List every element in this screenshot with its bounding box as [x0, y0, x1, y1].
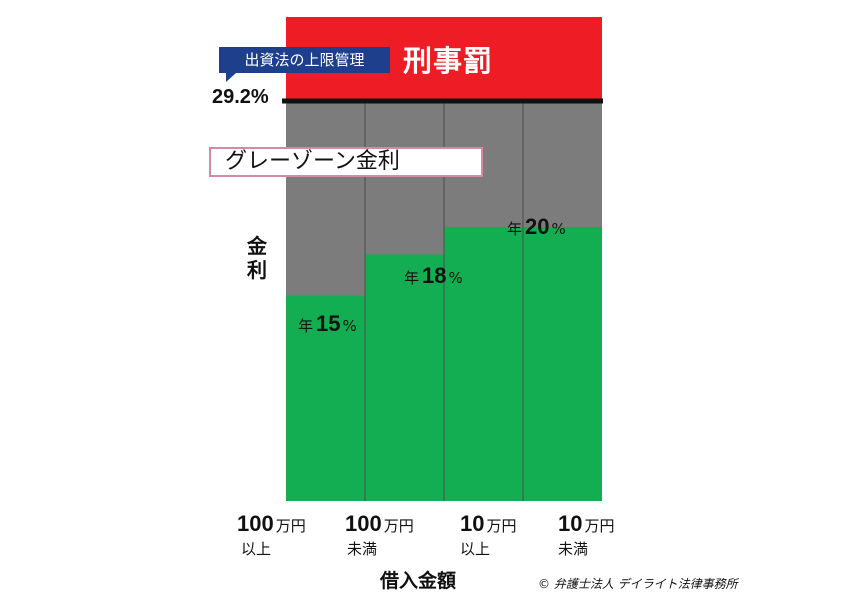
cap-callout-tail	[226, 73, 242, 82]
bar-1	[286, 295, 365, 501]
credit-text: © 弁護士法人 デイライト法律事務所	[538, 577, 738, 591]
grey-zone-label: グレーゾーン金利	[209, 147, 483, 177]
bar-4	[523, 227, 602, 501]
bar-2	[365, 254, 444, 501]
bar-3	[444, 227, 523, 501]
x-tick-4: 10 万円 未満	[558, 511, 615, 558]
x-tick-3: 10 万円 以上	[460, 511, 517, 558]
cap-value-label: 29.2%	[212, 86, 269, 108]
y-axis-label: 金利	[247, 234, 267, 282]
cap-callout: 出資法の上限管理	[219, 47, 390, 73]
bar-label-1: 年 15%	[298, 311, 357, 336]
penalty-zone-label: 刑事罰	[403, 44, 494, 78]
x-axis-label: 借入金額	[380, 570, 457, 592]
x-tick-1: 100 万円 以上	[237, 511, 306, 558]
x-tick-2: 100 万円 未満	[345, 511, 414, 558]
bar-label-3: 年 20%	[507, 214, 566, 239]
bar-label-2: 年 18%	[404, 263, 463, 288]
